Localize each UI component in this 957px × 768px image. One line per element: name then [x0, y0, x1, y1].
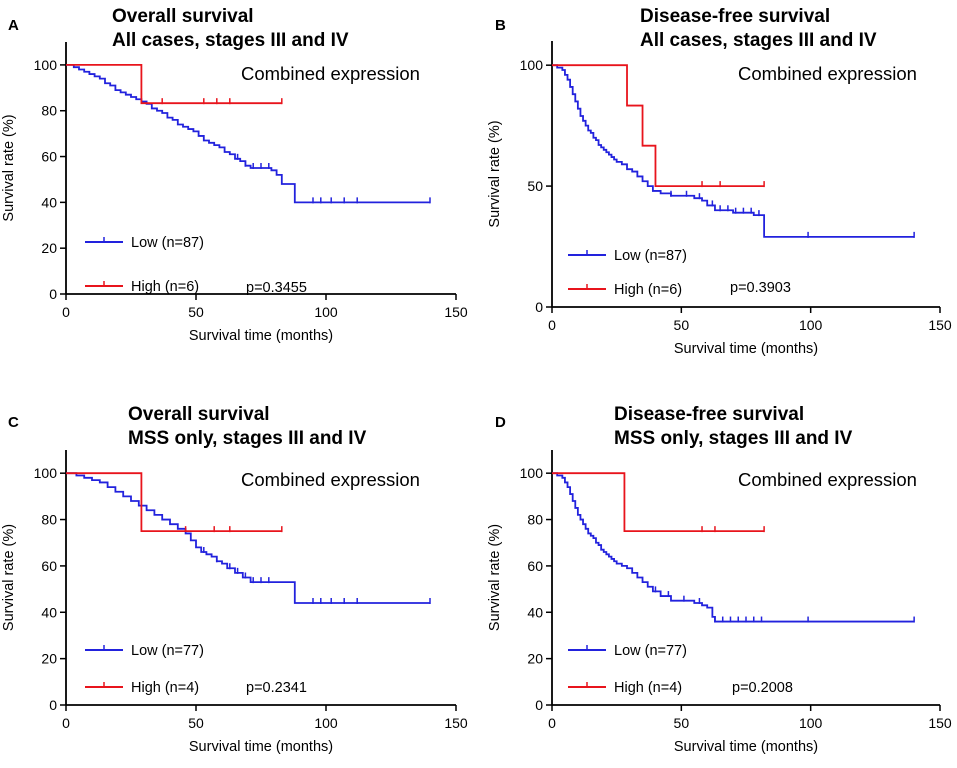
series-low: Low (n=77): [552, 472, 915, 659]
y-tick-label: 60: [41, 149, 57, 165]
chart-annotation: Combined expression: [241, 63, 420, 84]
legend-label: High (n=4): [131, 680, 199, 696]
y-tick-label: 0: [535, 299, 543, 315]
y-tick-label: 100: [520, 465, 544, 481]
y-tick-label: 0: [49, 697, 57, 713]
x-tick-label: 50: [674, 715, 690, 731]
x-tick-label: 50: [188, 715, 204, 731]
legend-label: High (n=6): [614, 282, 682, 298]
legend-label: High (n=6): [131, 279, 199, 295]
series-low: Low (n=87): [552, 64, 915, 264]
series-high: High (n=4): [66, 472, 283, 696]
p-value: p=0.2341: [246, 680, 307, 696]
legend-label: Low (n=77): [131, 643, 204, 659]
panel-label: B: [495, 17, 506, 34]
panel-a: A Overall survival All cases, stages III a…: [1, 6, 468, 344]
x-tick-label: 150: [928, 715, 952, 731]
y-tick-label: 20: [527, 651, 543, 667]
survival-curve: [66, 472, 430, 604]
x-tick-label: 0: [62, 304, 70, 320]
series-low: Low (n=87): [66, 64, 431, 251]
series-high: High (n=4): [552, 472, 765, 696]
y-tick-label: 40: [527, 604, 543, 620]
x-axis-label: Survival time (months): [674, 341, 818, 357]
x-tick-label: 0: [548, 715, 556, 731]
x-tick-label: 100: [314, 715, 338, 731]
x-axis-label: Survival time (months): [189, 739, 333, 755]
chart-annotation: Combined expression: [738, 63, 917, 84]
x-tick-label: 50: [674, 317, 690, 333]
p-value: p=0.3455: [246, 280, 307, 296]
x-tick-label: 100: [799, 317, 823, 333]
y-tick-label: 100: [520, 57, 544, 73]
legend-label: High (n=4): [614, 680, 682, 696]
x-tick-label: 150: [444, 715, 468, 731]
chart-title-line: Disease-free survival: [614, 404, 804, 425]
survival-curve: [552, 64, 765, 187]
x-tick-label: 50: [188, 304, 204, 320]
y-tick-label: 80: [41, 512, 57, 528]
y-tick-label: 0: [49, 286, 57, 302]
p-value: p=0.3903: [730, 280, 791, 296]
panel-label: D: [495, 414, 506, 431]
panel-c: C Overall survival MSS only, stages III an…: [1, 404, 468, 755]
chart-title-line: Overall survival: [128, 404, 270, 425]
chart-title-line: All cases, stages III and IV: [640, 30, 877, 51]
y-tick-label: 20: [41, 240, 57, 256]
panel-b: B Disease-free survival All cases, stages …: [487, 6, 952, 357]
y-tick-label: 60: [41, 558, 57, 574]
chart-annotation: Combined expression: [241, 469, 420, 490]
x-tick-label: 150: [928, 317, 952, 333]
survival-curve: [66, 64, 430, 204]
y-tick-label: 80: [41, 103, 57, 119]
legend-label: Low (n=87): [131, 235, 204, 251]
series-high: High (n=6): [66, 64, 283, 295]
chart-annotation: Combined expression: [738, 469, 917, 490]
x-tick-label: 0: [62, 715, 70, 731]
y-tick-label: 40: [41, 604, 57, 620]
survival-curve: [66, 472, 282, 533]
p-value: p=0.2008: [732, 680, 793, 696]
panel-label: C: [8, 414, 19, 431]
x-axis-label: Survival time (months): [189, 328, 333, 344]
x-axis-label: Survival time (months): [674, 739, 818, 755]
series-low: Low (n=77): [66, 472, 431, 659]
y-tick-label: 40: [41, 194, 57, 210]
y-tick-label: 50: [527, 178, 543, 194]
panel-d: D Disease-free survival MSS only, stages I…: [487, 404, 952, 755]
chart-title-line: All cases, stages III and IV: [112, 30, 349, 51]
y-tick-label: 0: [535, 697, 543, 713]
x-tick-label: 150: [444, 304, 468, 320]
y-tick-label: 60: [527, 558, 543, 574]
chart-title-line: Overall survival: [112, 6, 254, 27]
chart-title-line: MSS only, stages III and IV: [128, 428, 367, 449]
y-tick-label: 100: [34, 465, 58, 481]
x-tick-label: 100: [799, 715, 823, 731]
y-axis-label: Survival rate (%): [487, 120, 503, 227]
survival-curve: [66, 64, 282, 105]
legend-label: Low (n=77): [614, 643, 687, 659]
y-axis-label: Survival rate (%): [487, 524, 503, 631]
panel-label: A: [8, 17, 19, 34]
y-axis-label: Survival rate (%): [1, 114, 17, 221]
x-tick-label: 100: [314, 304, 338, 320]
series-high: High (n=6): [552, 64, 765, 298]
legend-label: Low (n=87): [614, 248, 687, 264]
y-tick-label: 80: [527, 512, 543, 528]
chart-title-line: MSS only, stages III and IV: [614, 428, 853, 449]
y-axis-label: Survival rate (%): [1, 524, 17, 631]
survival-curve: [552, 472, 765, 533]
survival-curve: [552, 472, 915, 623]
y-tick-label: 100: [34, 57, 58, 73]
chart-title-line: Disease-free survival: [640, 6, 830, 27]
y-tick-label: 20: [41, 651, 57, 667]
x-tick-label: 0: [548, 317, 556, 333]
survival-curve: [552, 64, 915, 238]
